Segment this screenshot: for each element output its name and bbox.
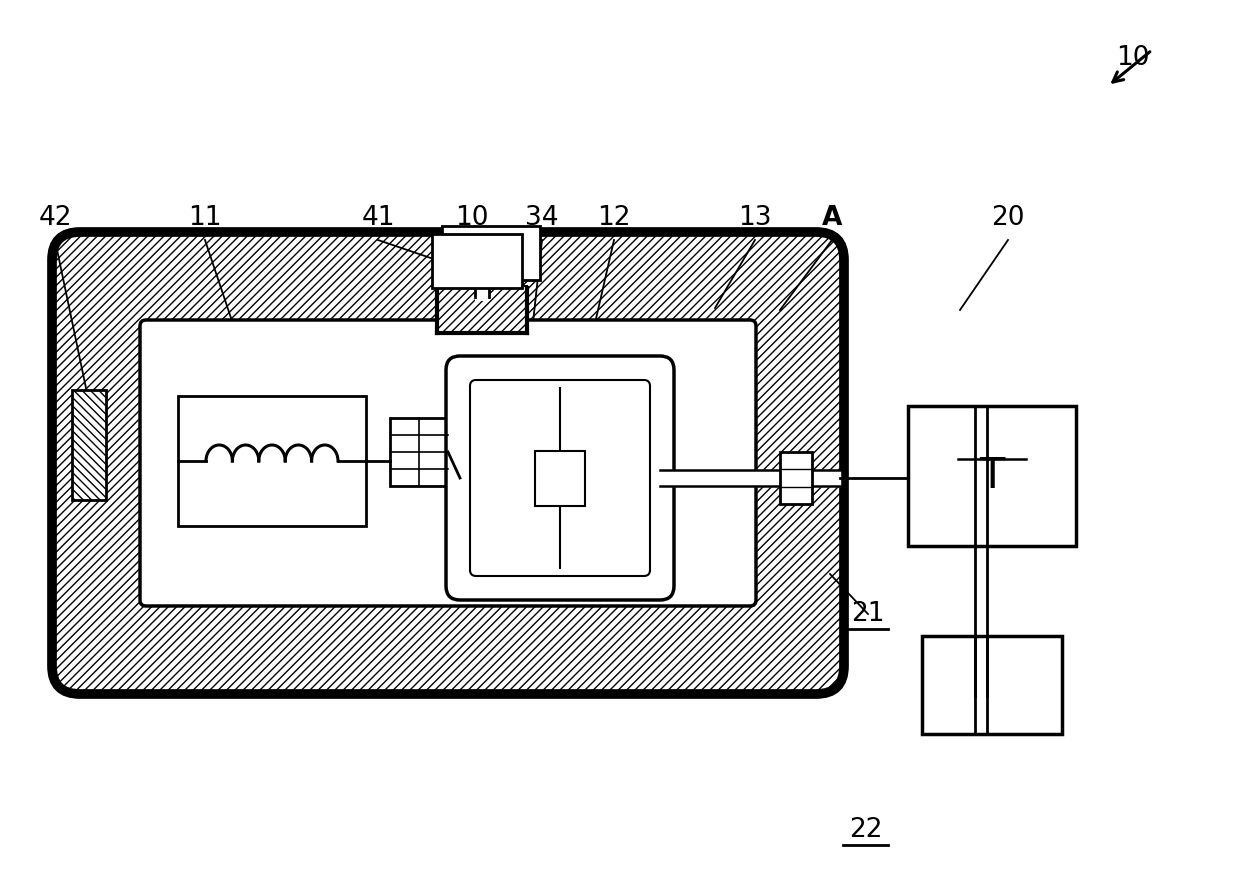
Text: A: A xyxy=(822,205,842,231)
Bar xyxy=(534,450,585,506)
Bar xyxy=(72,390,105,500)
Text: 42: 42 xyxy=(38,205,72,231)
Text: 10: 10 xyxy=(1116,45,1149,71)
Bar xyxy=(179,396,366,526)
Text: 34: 34 xyxy=(526,205,559,231)
FancyBboxPatch shape xyxy=(446,356,675,600)
Text: 11: 11 xyxy=(188,205,222,231)
Bar xyxy=(436,286,527,333)
Text: 21: 21 xyxy=(851,601,885,627)
FancyBboxPatch shape xyxy=(52,232,844,694)
Text: 20: 20 xyxy=(991,205,1024,231)
Text: T: T xyxy=(980,455,1004,497)
Bar xyxy=(475,286,489,303)
Bar xyxy=(923,636,1061,734)
FancyBboxPatch shape xyxy=(470,380,650,576)
FancyBboxPatch shape xyxy=(140,320,756,606)
Text: 10: 10 xyxy=(455,205,489,231)
FancyBboxPatch shape xyxy=(140,320,756,606)
Text: 13: 13 xyxy=(738,205,771,231)
Text: 41: 41 xyxy=(361,205,394,231)
Bar xyxy=(441,226,539,280)
Bar xyxy=(780,452,812,504)
Text: 22: 22 xyxy=(849,817,883,843)
Bar xyxy=(436,286,527,333)
Text: 12: 12 xyxy=(598,205,631,231)
Bar xyxy=(432,234,522,288)
Bar xyxy=(908,406,1076,546)
Bar xyxy=(391,418,448,486)
FancyBboxPatch shape xyxy=(52,232,844,694)
Bar xyxy=(475,256,489,301)
